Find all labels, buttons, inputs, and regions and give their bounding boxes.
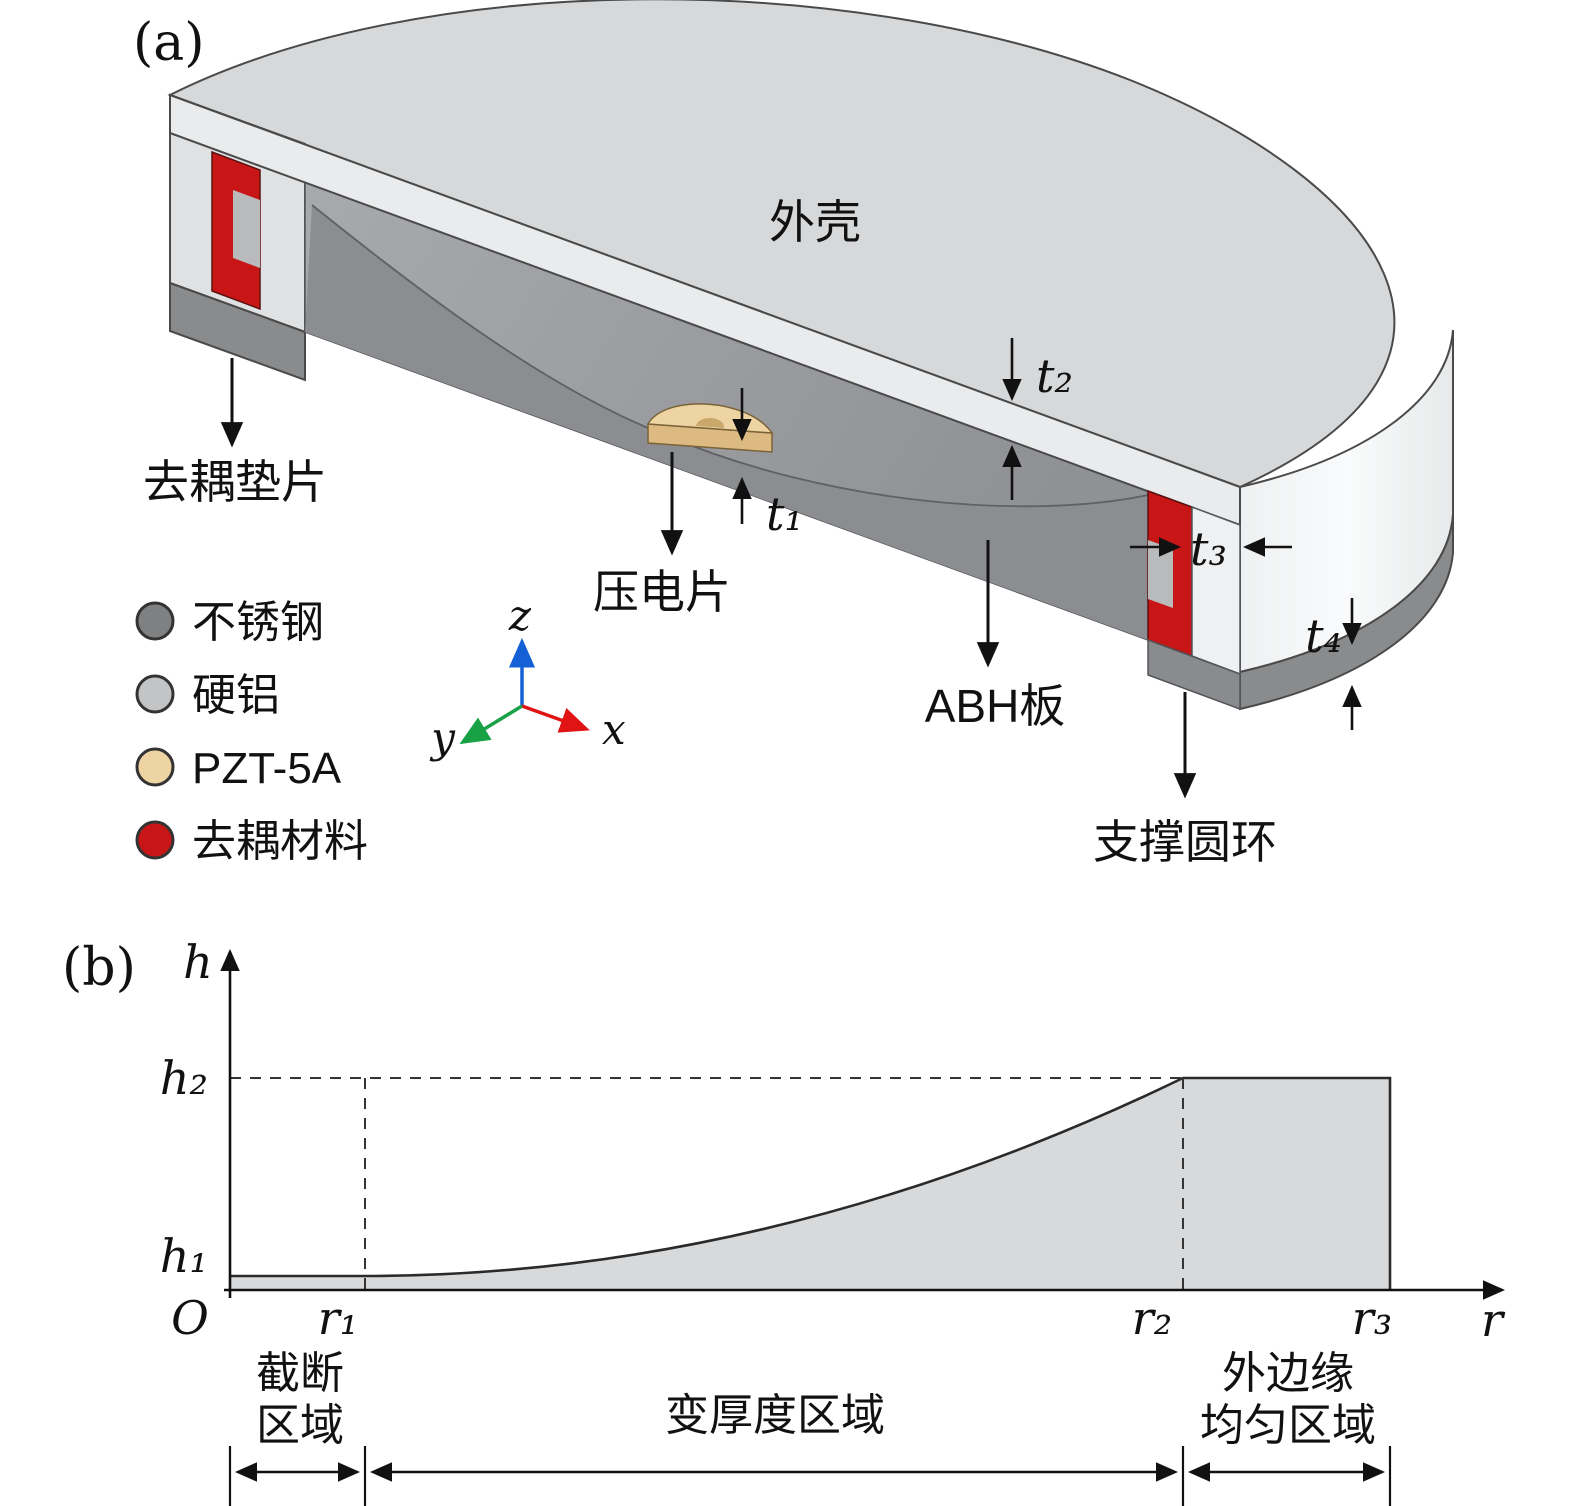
coordinate-triad: z x y [429, 591, 626, 762]
y-axis-label: y [429, 713, 456, 762]
h-axis-label: h [183, 935, 213, 989]
legend-swatch-duralumin [135, 674, 175, 714]
panel-a: (a) [133, 0, 1454, 868]
panel-a-tag: (a) [133, 13, 205, 73]
panel-b: (b) h r h₂ h₁ O r₁ r₂ r₃ 截断 区域 变厚度区域 外边缘… [62, 935, 1506, 1506]
y-axis-arrow [459, 704, 523, 745]
h2-tick-label: h₂ [160, 1051, 208, 1105]
shell-top-face [167, 0, 1396, 489]
truncation-region-label-line2: 区域 [256, 1401, 344, 1450]
legend-swatch-decoupling [135, 820, 175, 860]
origin-label: O [171, 1291, 209, 1345]
leader-arrows [220, 358, 1197, 799]
x-axis-label: x [602, 705, 626, 754]
t2-label: t₂ [1036, 349, 1073, 403]
left-decoupling-notch [233, 190, 260, 268]
legend-label-decoupling: 去耦材料 [192, 817, 368, 866]
variable-thickness-region-label: 变厚度区域 [665, 1391, 885, 1440]
z-axis-label: z [508, 591, 532, 640]
outer-uniform-region-label-line2: 均匀区域 [1200, 1401, 1376, 1450]
legend-label-duralumin: 硬铝 [192, 671, 280, 720]
half-disc-3d [167, 0, 1454, 711]
thickness-profile-outline [230, 1076, 1392, 1290]
outer-uniform-region-label-line1: 外边缘 [1222, 1349, 1354, 1398]
legend-label-stainless: 不锈钢 [192, 598, 324, 647]
truncation-region-label-line1: 截断 [256, 1349, 344, 1398]
ring-label: 支撑圆环 [1093, 816, 1277, 868]
left-gasket-band [169, 281, 306, 382]
region-dimension-lines [228, 1446, 1392, 1506]
x-axis-arrow [521, 704, 590, 733]
legend-swatch-pzt [135, 747, 175, 787]
r1-tick-label: r₁ [318, 1291, 358, 1345]
abh-label: ABH板 [925, 680, 1066, 732]
piezo-label: 压电片 [593, 566, 731, 618]
r2-tick-label: r₂ [1132, 1291, 1172, 1345]
right-decoupling-notch [1148, 540, 1173, 608]
abh-plate-cross-section [305, 205, 1148, 640]
gasket-label: 去耦垫片 [143, 456, 327, 508]
t1-label: t₁ [766, 487, 803, 541]
h1-tick-label: h₁ [160, 1229, 208, 1283]
legend-label-pzt: PZT-5A [192, 744, 342, 793]
support-ring-section [1147, 638, 1241, 711]
legend-swatch-stainless [135, 601, 175, 641]
t3-label: t₃ [1190, 522, 1227, 576]
panel-b-tag: (b) [62, 938, 136, 998]
legend: 不锈钢 硬铝 PZT-5A 去耦材料 [135, 598, 368, 866]
piezo-center-notch [696, 417, 725, 428]
r3-tick-label: r₃ [1352, 1291, 1392, 1345]
dimension-arrows [732, 338, 1362, 730]
r-axis-label: r [1481, 1293, 1506, 1347]
thickness-profile-fill [230, 1078, 1390, 1290]
t4-label: t₄ [1305, 609, 1342, 663]
shell-label: 外壳 [769, 196, 861, 248]
